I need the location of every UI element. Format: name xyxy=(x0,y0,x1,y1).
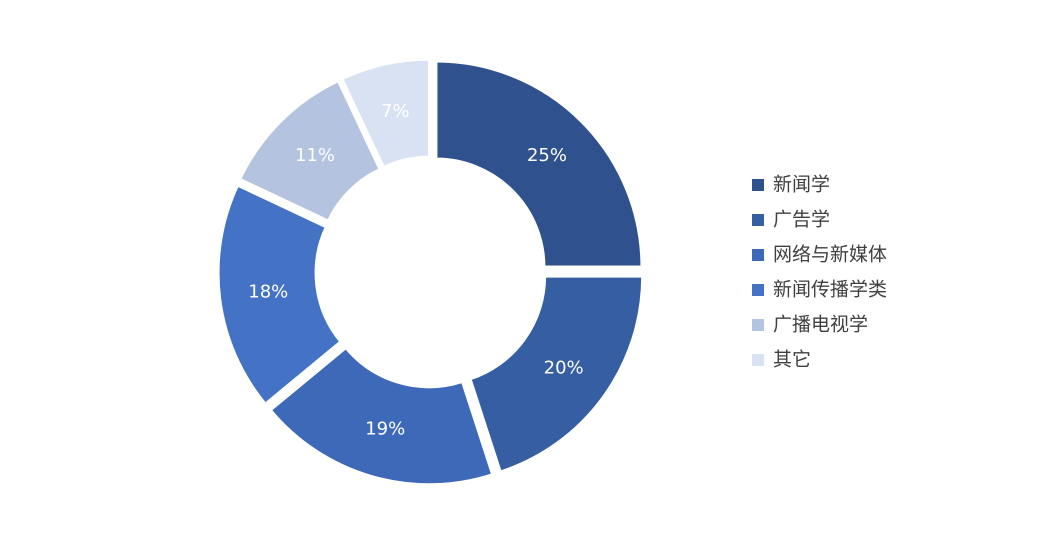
legend-label: 新闻传播学类 xyxy=(773,279,887,301)
data-label: 11% xyxy=(295,145,335,166)
donut-slice xyxy=(216,183,343,407)
legend-label: 新闻学 xyxy=(773,174,830,196)
data-label: 7% xyxy=(381,101,410,122)
legend-label: 广告学 xyxy=(773,209,830,231)
data-label: 25% xyxy=(527,145,567,166)
data-label: 18% xyxy=(248,282,288,303)
donut-slice xyxy=(237,78,383,224)
legend-swatch xyxy=(752,284,764,296)
legend-swatch xyxy=(752,249,764,261)
donut-slice xyxy=(434,59,644,269)
legend-swatch xyxy=(752,319,764,331)
legend-label: 其它 xyxy=(773,349,811,371)
donut-slice xyxy=(268,345,495,487)
legend-swatch xyxy=(752,214,764,226)
donut-slice xyxy=(468,274,645,474)
donut-slice xyxy=(339,57,431,170)
legend-swatch xyxy=(752,179,764,191)
legend-label: 网络与新媒体 xyxy=(773,244,887,266)
legend-swatch xyxy=(752,354,764,366)
legend-label: 广播电视学 xyxy=(773,314,868,336)
data-label: 20% xyxy=(544,357,584,378)
data-label: 19% xyxy=(365,418,405,439)
